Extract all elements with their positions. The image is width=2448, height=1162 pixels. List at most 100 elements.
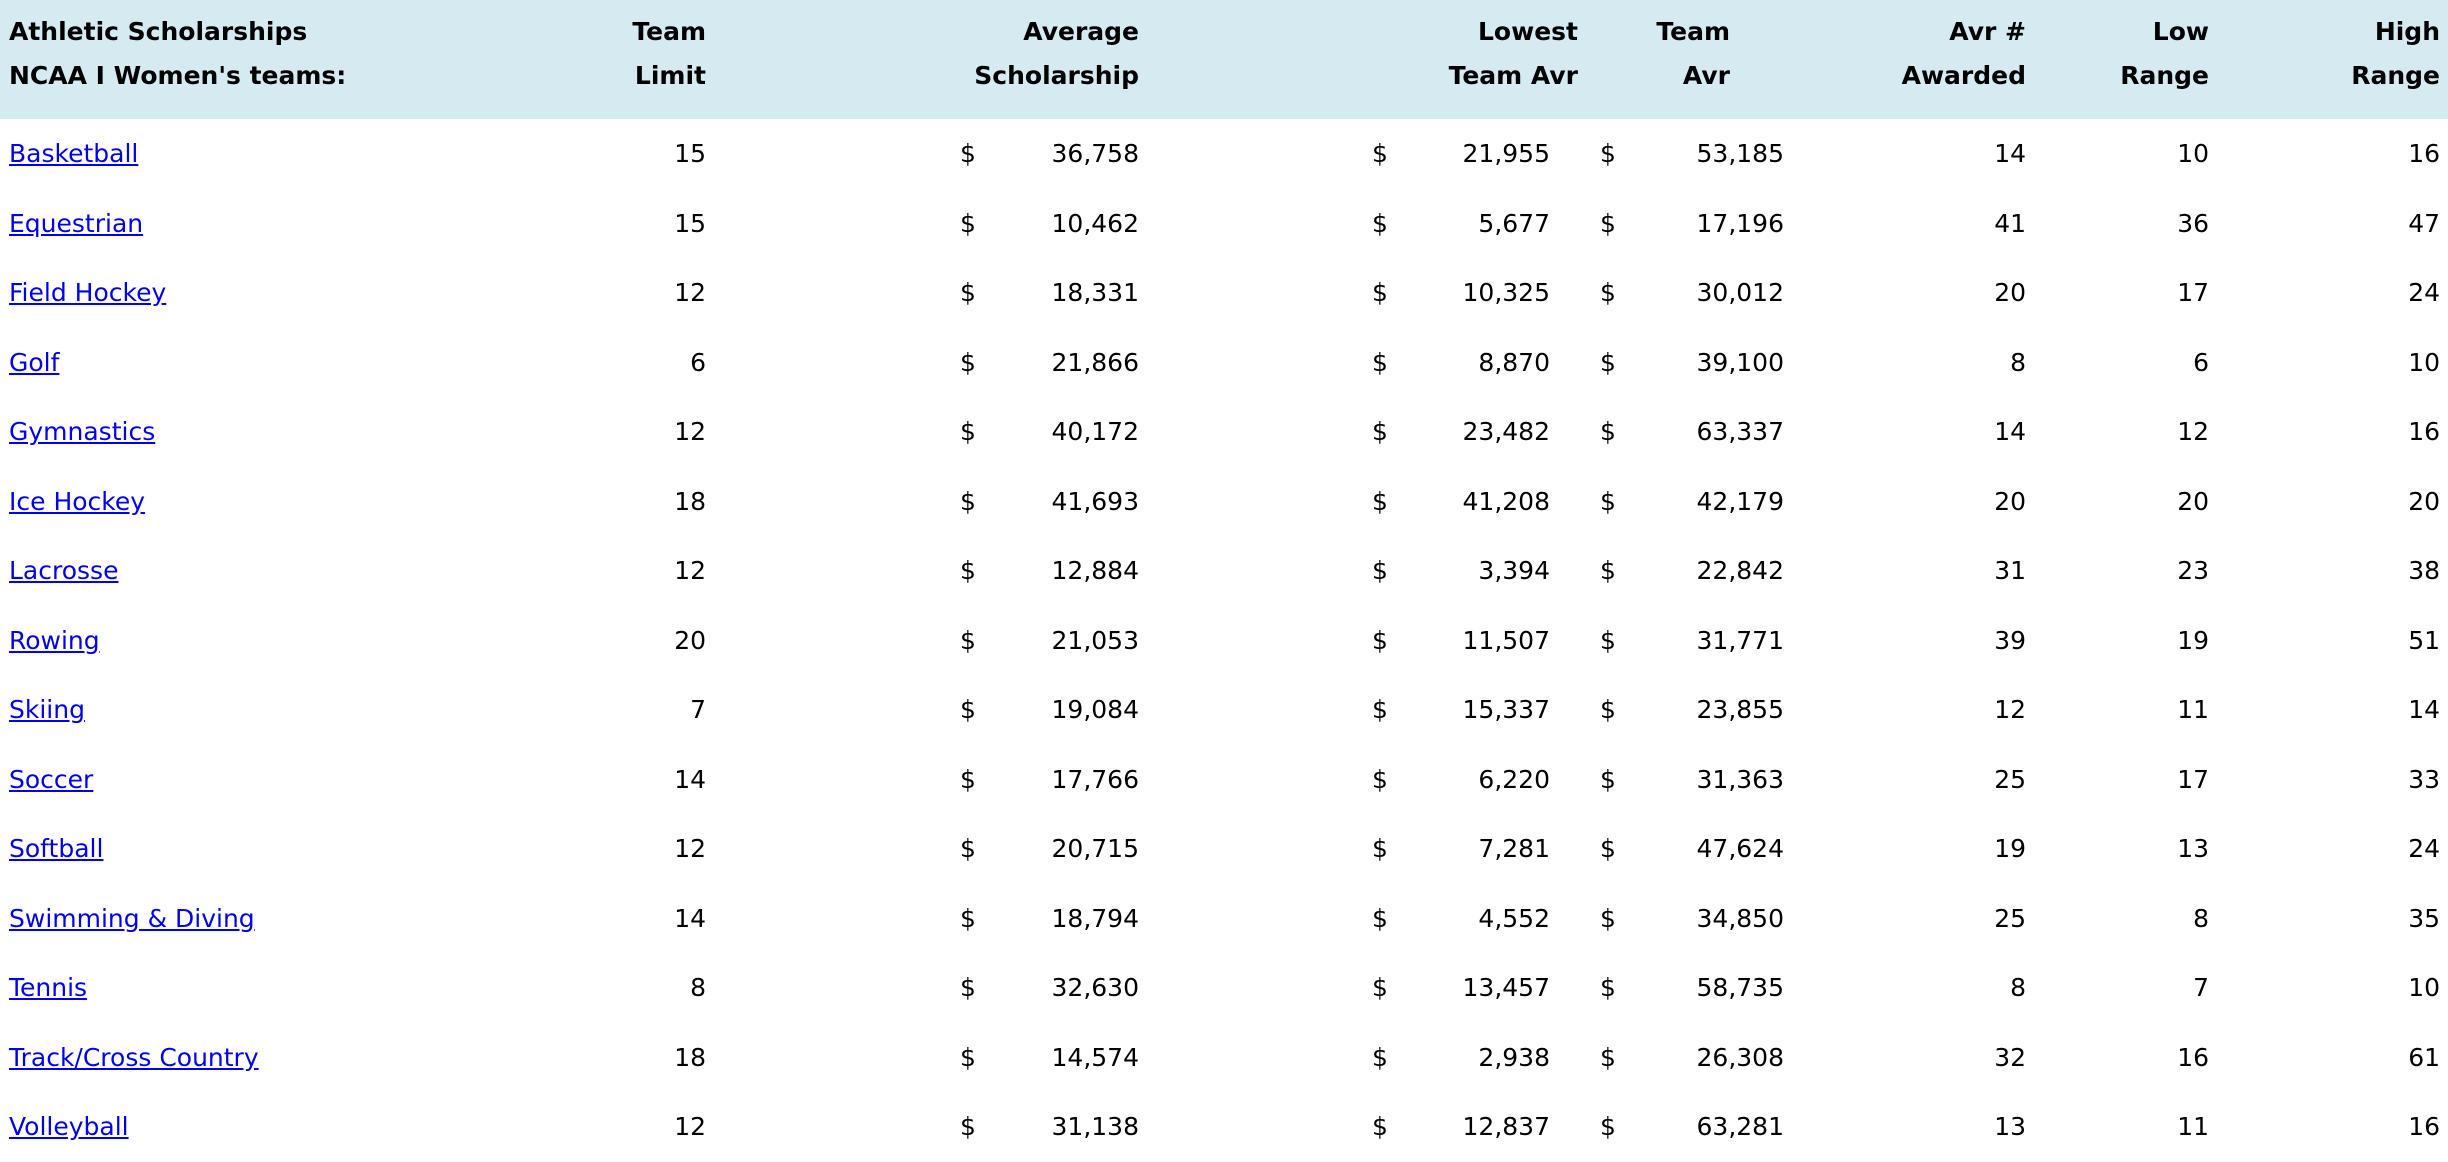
currency-symbol: $ xyxy=(1372,556,1388,586)
spacer xyxy=(1580,536,1600,606)
cell-lowest-team-avr: $ 11,507 xyxy=(1372,606,1580,676)
cell-lowest-team-avr: $ 6,220 xyxy=(1372,745,1580,815)
currency-symbol: $ xyxy=(1372,278,1388,308)
sport-link[interactable]: Skiing xyxy=(9,695,85,725)
cell-high-range: 10 xyxy=(2408,347,2440,377)
cell-high-range: 51 xyxy=(2408,625,2440,655)
cell-sport: Lacrosse xyxy=(0,536,480,606)
currency-symbol: $ xyxy=(1600,417,1616,447)
currency-symbol: $ xyxy=(960,834,976,864)
spacer xyxy=(1580,814,1600,884)
spacer xyxy=(710,328,960,398)
currency-symbol: $ xyxy=(960,625,976,655)
spacer xyxy=(710,953,960,1023)
sport-link[interactable]: Golf xyxy=(9,347,60,377)
cell-average-scholarship: $ 18,331 xyxy=(960,258,1145,328)
lowest-team-avr-value: 3,394 xyxy=(1478,556,1550,586)
cell-low-range: 36 xyxy=(2177,208,2209,238)
team-avr-value: 34,850 xyxy=(1696,903,1784,933)
cell-avr-awarded: 13 xyxy=(1994,1112,2026,1142)
average-scholarship-value: 31,138 xyxy=(1051,1112,1139,1142)
currency-symbol: $ xyxy=(1600,486,1616,516)
sport-link[interactable]: Equestrian xyxy=(9,208,144,238)
cell-low-range: 7 xyxy=(2193,973,2209,1003)
spacer xyxy=(1145,814,1372,884)
sport-link[interactable]: Rowing xyxy=(9,625,100,655)
sport-link[interactable]: Tennis xyxy=(9,973,88,1003)
sport-link[interactable]: Field Hockey xyxy=(9,278,167,308)
spacer xyxy=(1145,953,1372,1023)
table-row: Skiing 7 $ 19,084 $ 15,337 $ 23,855 12 1… xyxy=(0,675,2448,745)
cell-low-range: 16 xyxy=(2177,1042,2209,1072)
cell-team-avr: $ 22,842 xyxy=(1600,536,1790,606)
average-scholarship-value: 18,794 xyxy=(1051,903,1139,933)
header-col-team-avr: Team Avr xyxy=(1656,17,1730,90)
currency-symbol: $ xyxy=(1600,834,1616,864)
average-scholarship-value: 41,693 xyxy=(1051,486,1139,516)
spacer xyxy=(1145,189,1372,259)
sport-link[interactable]: Ice Hockey xyxy=(9,486,146,516)
cell-sport: Basketball xyxy=(0,119,480,189)
currency-symbol: $ xyxy=(1372,764,1388,794)
cell-team-limit: 14 xyxy=(674,764,706,794)
cell-lowest-team-avr: $ 3,394 xyxy=(1372,536,1580,606)
cell-low-range: 19 xyxy=(2177,625,2209,655)
cell-low-range: 8 xyxy=(2193,903,2209,933)
sport-link[interactable]: Soccer xyxy=(9,764,94,794)
cell-average-scholarship: $ 21,866 xyxy=(960,328,1145,398)
currency-symbol: $ xyxy=(960,695,976,725)
currency-symbol: $ xyxy=(960,764,976,794)
spacer xyxy=(710,1092,960,1162)
spacer xyxy=(1580,119,1600,189)
cell-team-limit: 12 xyxy=(674,556,706,586)
lowest-team-avr-value: 8,870 xyxy=(1478,347,1550,377)
sport-link[interactable]: Volleyball xyxy=(9,1112,129,1142)
sport-link[interactable]: Lacrosse xyxy=(9,556,119,586)
sport-link[interactable]: Gymnastics xyxy=(9,417,156,447)
spacer xyxy=(1145,467,1372,537)
cell-low-range: 6 xyxy=(2193,347,2209,377)
cell-low-range: 12 xyxy=(2177,417,2209,447)
spacer xyxy=(710,536,960,606)
header-col-high-range: High Range xyxy=(2351,17,2440,90)
cell-avr-awarded: 14 xyxy=(1994,139,2026,169)
spacer xyxy=(710,397,960,467)
table-row: Swimming & Diving 14 $ 18,794 $ 4,552 $ … xyxy=(0,884,2448,954)
cell-avr-awarded: 14 xyxy=(1994,417,2026,447)
currency-symbol: $ xyxy=(1600,347,1616,377)
average-scholarship-value: 40,172 xyxy=(1051,417,1139,447)
cell-avr-awarded: 25 xyxy=(1994,903,2026,933)
team-avr-value: 63,281 xyxy=(1696,1112,1784,1142)
spacer xyxy=(1145,119,1372,189)
team-avr-value: 58,735 xyxy=(1696,973,1784,1003)
cell-high-range: 33 xyxy=(2408,764,2440,794)
currency-symbol: $ xyxy=(960,278,976,308)
currency-symbol: $ xyxy=(1372,1112,1388,1142)
sport-link[interactable]: Softball xyxy=(9,834,104,864)
lowest-team-avr-value: 21,955 xyxy=(1462,139,1550,169)
sport-link[interactable]: Track/Cross Country xyxy=(9,1042,259,1072)
spacer xyxy=(1580,328,1600,398)
spacer xyxy=(710,258,960,328)
cell-sport: Soccer xyxy=(0,745,480,815)
cell-high-range: 16 xyxy=(2408,1112,2440,1142)
spacer xyxy=(1580,258,1600,328)
lowest-team-avr-value: 6,220 xyxy=(1478,764,1550,794)
cell-average-scholarship: $ 21,053 xyxy=(960,606,1145,676)
spacer xyxy=(710,884,960,954)
cell-lowest-team-avr: $ 15,337 xyxy=(1372,675,1580,745)
average-scholarship-value: 12,884 xyxy=(1051,556,1139,586)
spacer xyxy=(1145,884,1372,954)
currency-symbol: $ xyxy=(960,973,976,1003)
cell-high-range: 47 xyxy=(2408,208,2440,238)
team-avr-value: 31,363 xyxy=(1696,764,1784,794)
currency-symbol: $ xyxy=(1600,1112,1616,1142)
spacer xyxy=(1580,745,1600,815)
cell-high-range: 20 xyxy=(2408,486,2440,516)
sport-link[interactable]: Basketball xyxy=(9,139,139,169)
cell-lowest-team-avr: $ 5,677 xyxy=(1372,189,1580,259)
table-row: Volleyball 12 $ 31,138 $ 12,837 $ 63,281… xyxy=(0,1092,2448,1162)
header-title: Athletic Scholarships NCAA I Women's tea… xyxy=(0,0,480,119)
cell-high-range: 16 xyxy=(2408,139,2440,169)
sport-link[interactable]: Swimming & Diving xyxy=(9,903,255,933)
